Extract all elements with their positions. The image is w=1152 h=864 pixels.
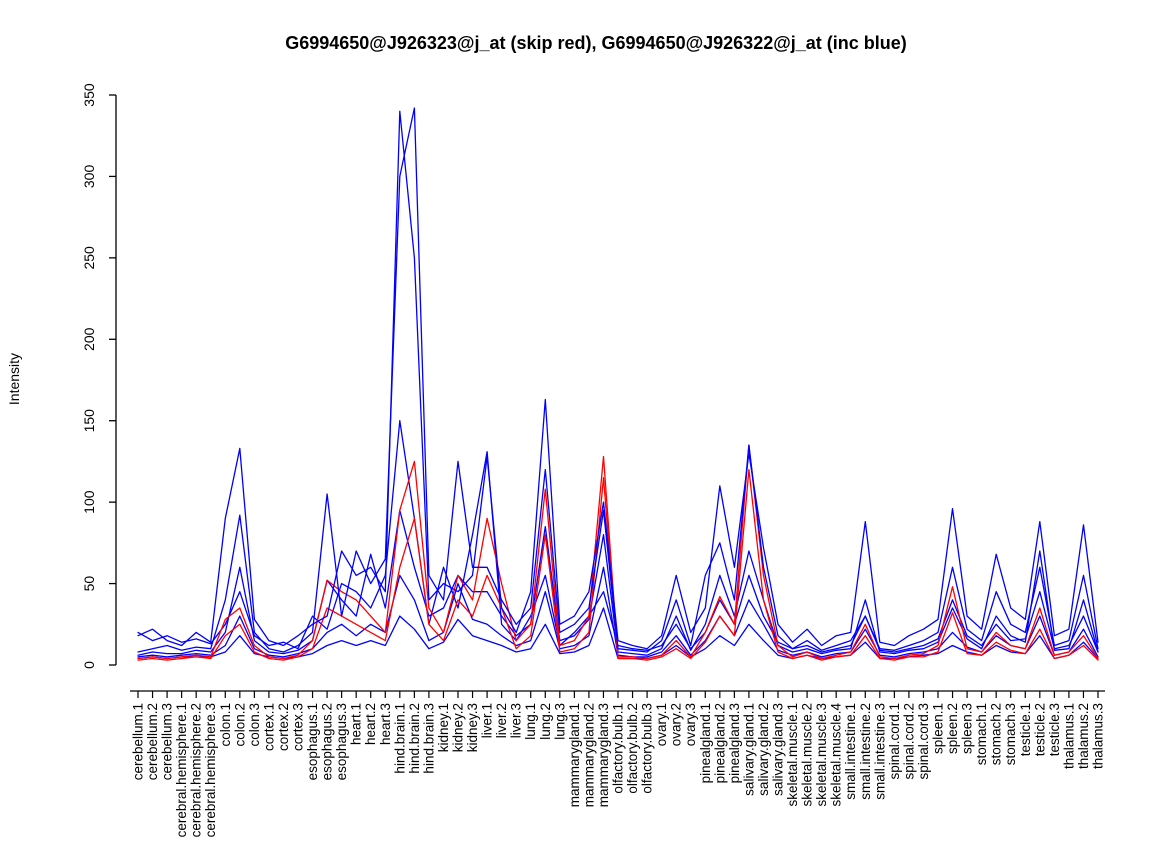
x-tick-label: skeletal.muscle.1 bbox=[785, 703, 800, 807]
x-tick-label: hind.brain.3 bbox=[421, 703, 436, 774]
x-axis: cerebellum.1 cerebellum.2 cerebellum.3 cere… bbox=[130, 690, 1106, 837]
x-tick-label: kidney.1 bbox=[436, 703, 451, 752]
x-tick-label: testicle.2 bbox=[1032, 703, 1047, 756]
x-tick-label: testicle.1 bbox=[1018, 703, 1033, 756]
y-tick-label: 100 bbox=[81, 490, 97, 514]
x-tick-label: hind.brain.1 bbox=[392, 703, 407, 774]
chart-title: G6994650@J926323@j_at (skip red), G69946… bbox=[285, 33, 907, 53]
x-tick-label: kidney.3 bbox=[465, 703, 480, 752]
x-tick-label: cortex.1 bbox=[261, 703, 276, 751]
x-tick-label: pinealgland.2 bbox=[712, 703, 727, 783]
x-tick-label: cerebral.hemisphere.3 bbox=[203, 703, 218, 837]
x-tick-label: cerebellum.1 bbox=[131, 703, 146, 780]
series-line-skip.a bbox=[137, 444, 1099, 660]
x-tick-label: hind.brain.2 bbox=[407, 703, 422, 774]
x-tick-label: esophagus.3 bbox=[334, 703, 349, 780]
x-tick-label: skeletal.muscle.3 bbox=[814, 703, 829, 807]
x-tick-label: colon.2 bbox=[232, 703, 247, 747]
x-tick-label: testicle.3 bbox=[1047, 703, 1062, 756]
series-line-inc.a bbox=[137, 110, 1099, 650]
x-tick-label: heart.2 bbox=[363, 703, 378, 745]
x-tick-label: cerebral.hemisphere.1 bbox=[174, 703, 189, 837]
x-tick-label: small.intestine.2 bbox=[858, 703, 873, 800]
x-tick-label: liver.1 bbox=[480, 703, 495, 738]
y-tick-label: 50 bbox=[81, 576, 97, 592]
x-tick-label: esophagus.2 bbox=[320, 703, 335, 780]
x-tick-label: spinal.cord.1 bbox=[887, 703, 902, 780]
x-tick-label: mammarygland.2 bbox=[581, 703, 596, 807]
x-tick-label: small.intestine.3 bbox=[872, 703, 887, 800]
x-tick-label: stomach.3 bbox=[1003, 703, 1018, 765]
x-tick-label: salivary.gland.2 bbox=[756, 703, 771, 796]
x-tick-label: cerebral.hemisphere.2 bbox=[189, 703, 204, 837]
x-tick-label: spinal.cord.2 bbox=[901, 703, 916, 780]
x-tick-label: colon.3 bbox=[247, 703, 262, 747]
series-line-skip.b bbox=[137, 468, 1099, 661]
x-tick-label: heart.1 bbox=[349, 703, 364, 745]
x-tick-label: olfactory.bulb.1 bbox=[611, 703, 626, 794]
x-tick-label: spinal.cord.3 bbox=[916, 703, 931, 780]
x-tick-label: spleen.3 bbox=[960, 703, 975, 754]
x-tick-label: pinealgland.3 bbox=[727, 703, 742, 783]
x-tick-label: olfactory.bulb.3 bbox=[640, 703, 655, 794]
x-tick-label: lung.3 bbox=[552, 703, 567, 740]
x-tick-label: colon.1 bbox=[218, 703, 233, 747]
x-tick-label: cortex.2 bbox=[276, 703, 291, 751]
x-tick-label: liver.2 bbox=[494, 703, 509, 738]
x-tick-label: stomach.1 bbox=[974, 703, 989, 765]
x-tick-label: small.intestine.1 bbox=[843, 703, 858, 800]
x-tick-label: esophagus.1 bbox=[305, 703, 320, 780]
x-tick-label: liver.3 bbox=[509, 703, 524, 738]
y-tick-label: 200 bbox=[81, 327, 97, 351]
x-tick-label: spleen.1 bbox=[931, 703, 946, 754]
x-tick-label: thalamus.1 bbox=[1061, 703, 1076, 769]
x-tick-label: lung.1 bbox=[523, 703, 538, 740]
x-tick-label: cerebellum.3 bbox=[160, 703, 175, 780]
y-tick-label: 350 bbox=[81, 83, 97, 107]
x-tick-label: cerebellum.2 bbox=[145, 703, 160, 780]
x-tick-label: thalamus.3 bbox=[1091, 703, 1106, 769]
x-tick-label: pinealgland.1 bbox=[698, 703, 713, 783]
x-tick-label: mammarygland.3 bbox=[596, 703, 611, 807]
x-tick-label: cortex.3 bbox=[291, 703, 306, 751]
x-tick-label: spleen.2 bbox=[945, 703, 960, 754]
x-tick-label: heart.3 bbox=[378, 703, 393, 745]
series-line-inc.b bbox=[137, 107, 1099, 653]
y-tick-label: 0 bbox=[81, 661, 97, 669]
x-tick-label: salivary.gland.3 bbox=[771, 703, 786, 796]
y-tick-label: 250 bbox=[81, 246, 97, 270]
x-tick-label: ovary.2 bbox=[669, 703, 684, 746]
x-tick-label: ovary.1 bbox=[654, 703, 669, 746]
x-tick-label: salivary.gland.1 bbox=[741, 703, 756, 796]
x-tick-label: lung.2 bbox=[538, 703, 553, 740]
y-tick-label: 150 bbox=[81, 409, 97, 433]
y-axis: 0 50 100 150 200 250 300 350 bbox=[81, 83, 117, 669]
x-tick-label: skeletal.muscle.2 bbox=[800, 703, 815, 807]
x-tick-label: mammarygland.1 bbox=[567, 703, 582, 807]
y-tick-label: 300 bbox=[81, 165, 97, 189]
x-tick-label: ovary.3 bbox=[683, 703, 698, 746]
x-tick-label: skeletal.muscle.4 bbox=[829, 703, 844, 807]
x-tick-label: thalamus.2 bbox=[1076, 703, 1091, 769]
x-tick-label: kidney.2 bbox=[451, 703, 466, 752]
series-lines bbox=[137, 107, 1099, 661]
x-tick-label: olfactory.bulb.2 bbox=[625, 703, 640, 794]
x-tick-label: stomach.2 bbox=[989, 703, 1004, 765]
